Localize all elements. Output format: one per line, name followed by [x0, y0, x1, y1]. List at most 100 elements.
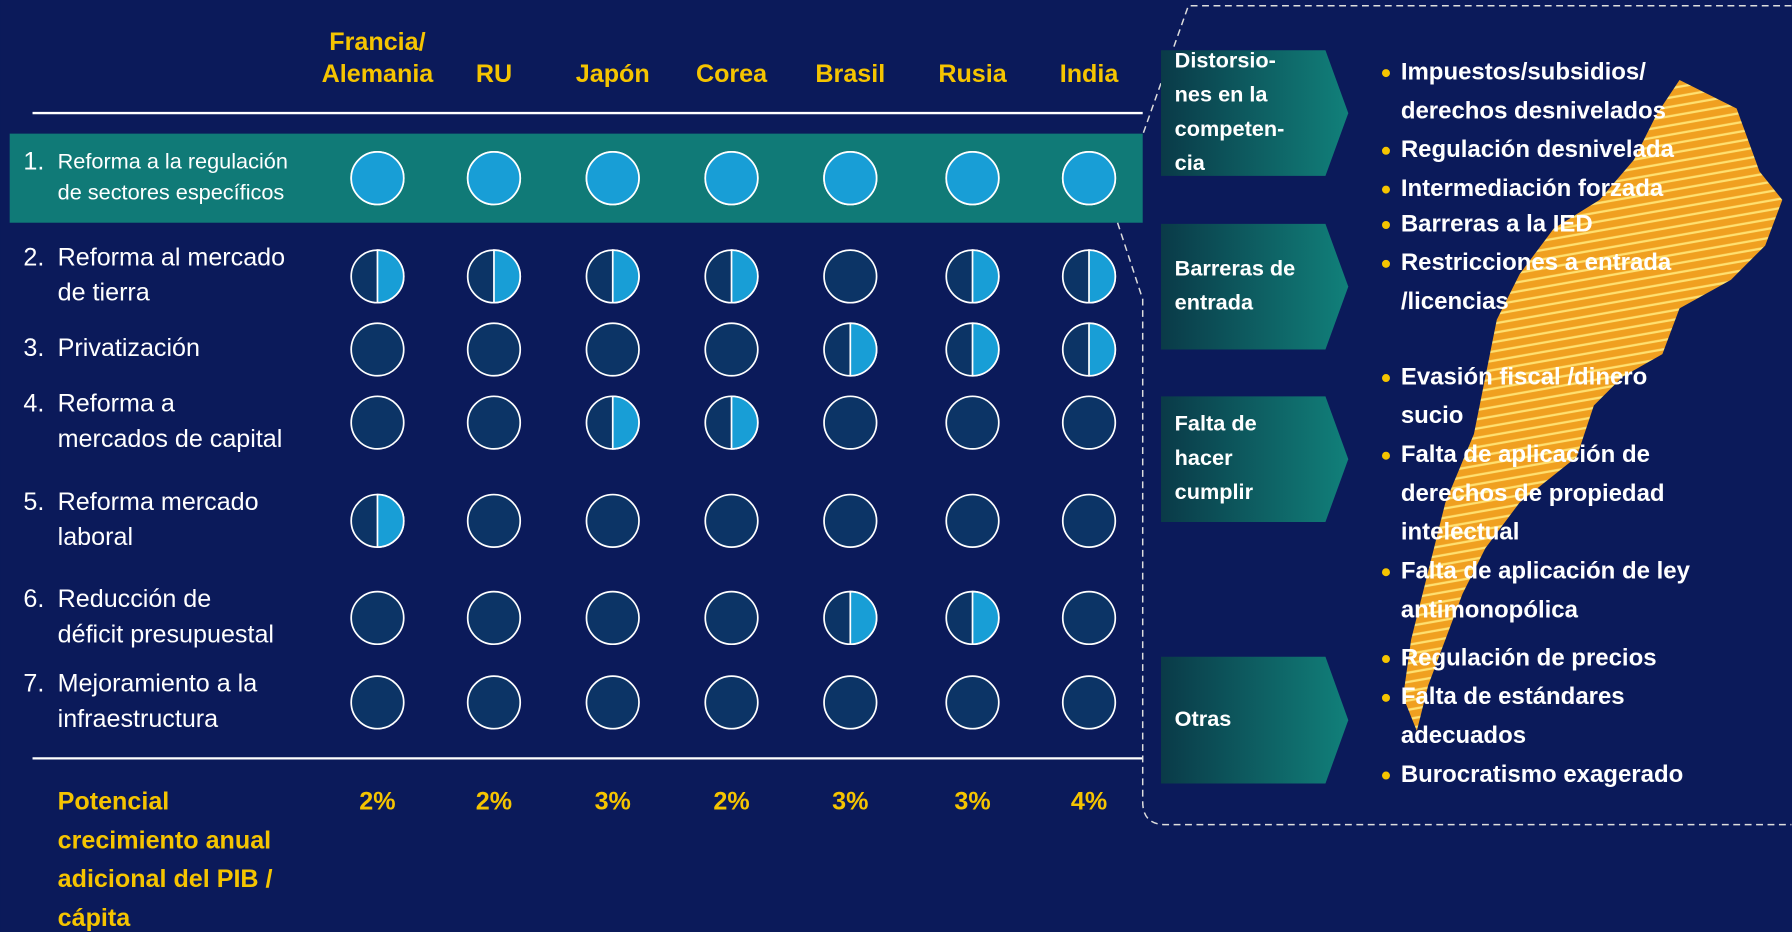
callout-border [1116, 4, 1792, 826]
growth-value: 2% [713, 788, 749, 816]
row-label: Reforma a [58, 390, 175, 418]
bullet-text: Falta de estándares [1401, 683, 1625, 710]
group-label: Barreras de [1175, 255, 1296, 280]
harvey-ball [823, 395, 878, 450]
harvey-ball [1061, 395, 1117, 450]
harvey-fill [376, 493, 405, 548]
harvey-fill [849, 322, 878, 377]
harvey-fill [823, 151, 878, 206]
harvey-fill [704, 151, 759, 206]
row-number: 7. [23, 669, 44, 697]
harvey-ball [466, 322, 522, 377]
row-number: 3. [23, 334, 44, 362]
bullet-text: Falta de aplicación de [1401, 441, 1650, 468]
harvey-ball [704, 493, 759, 548]
column-header: Japón [576, 60, 650, 88]
bullet-text: derechos de propiedad [1401, 480, 1665, 507]
harvey-ball [1061, 675, 1117, 730]
row-number: 4. [23, 390, 44, 418]
harvey-fill [376, 249, 405, 304]
harvey-ball [1061, 590, 1117, 646]
group-label: competen- [1175, 116, 1285, 141]
row-number: 5. [23, 488, 44, 516]
harvey-ball [704, 590, 759, 646]
bullet-dot [1381, 221, 1390, 230]
bullet-text: sucio [1401, 402, 1464, 429]
growth-value: 4% [1071, 788, 1107, 816]
row-label: de tierra [58, 279, 150, 307]
chevron [1160, 396, 1349, 522]
growth-value: 3% [832, 788, 868, 816]
bullet-dot [1381, 146, 1390, 155]
group-label: Falta de [1175, 411, 1257, 436]
harvey-ball [945, 675, 1000, 730]
bullet-text: antimonopólica [1401, 596, 1579, 623]
harvey-ball [823, 493, 878, 548]
harvey-ball [466, 675, 522, 730]
bullet-text: derechos desnivelados [1401, 97, 1666, 124]
harvey-fill [730, 395, 759, 450]
row-number: 6. [23, 585, 44, 613]
row-number: 1. [23, 147, 44, 175]
footer-label: crecimiento anual [58, 826, 272, 854]
column-header: RU [476, 60, 512, 88]
column-header: Brasil [815, 60, 885, 88]
row-label: Reducción de [58, 585, 212, 613]
group-label: cia [1175, 150, 1206, 175]
bullet-dot [1381, 451, 1390, 460]
row-label: Reforma mercado [58, 488, 259, 516]
chevron [1160, 223, 1349, 350]
harvey-fill [945, 151, 1000, 206]
row-label: Reforma a la regulación [58, 148, 288, 173]
growth-value: 3% [595, 788, 631, 816]
growth-value: 3% [954, 788, 990, 816]
row-label: Privatización [58, 334, 200, 362]
harvey-ball [823, 675, 878, 730]
bullet-dot [1381, 69, 1390, 78]
harvey-fill [730, 249, 759, 304]
column-header: Corea [696, 60, 768, 88]
group-label: nes en la [1175, 82, 1269, 107]
bullet-dot [1381, 771, 1390, 780]
row-label: déficit presupuestal [58, 620, 274, 648]
bullet-text: adecuados [1401, 722, 1526, 749]
bullet-text: Barreras a la IED [1401, 210, 1593, 237]
row-label: Reforma al mercado [58, 243, 285, 271]
bullet-dot [1381, 185, 1390, 194]
group-label: cumplir [1175, 479, 1254, 504]
harvey-ball [704, 675, 759, 730]
bullet-text: Falta de aplicación de ley [1401, 558, 1691, 585]
row-label: mercados de capital [58, 425, 283, 453]
harvey-ball [350, 590, 405, 646]
harvey-ball [350, 322, 405, 377]
harvey-ball [350, 395, 405, 450]
harvey-fill [350, 151, 405, 206]
harvey-ball [823, 249, 878, 304]
column-header: Rusia [938, 60, 1007, 88]
footer-label: cápita [58, 904, 132, 932]
harvey-fill [971, 322, 1000, 377]
harvey-fill [1061, 151, 1117, 206]
map-shape [1403, 79, 1783, 731]
harvey-fill [849, 590, 878, 646]
bullet-dot [1381, 693, 1390, 702]
bullet-text: Burocratismo exagerado [1401, 761, 1683, 788]
bullet-text: Restricciones a entrada [1401, 249, 1672, 276]
bullet-text: Regulación desnivelada [1401, 136, 1675, 163]
footer-label: adicional del PIB / [58, 865, 273, 893]
harvey-fill [1088, 249, 1117, 304]
column-header: Francia/ [329, 28, 425, 56]
bullet-dot [1381, 655, 1390, 664]
harvey-ball [585, 675, 640, 730]
bullet-dot [1381, 374, 1390, 383]
harvey-ball [585, 493, 640, 548]
row-label: laboral [58, 523, 133, 551]
growth-value: 2% [476, 788, 512, 816]
harvey-ball [466, 590, 522, 646]
harvey-fill [611, 249, 640, 304]
harvey-ball [585, 322, 640, 377]
column-header: Alemania [322, 60, 435, 88]
bullet-text: intelectual [1401, 519, 1520, 546]
bullet-text: Impuestos/subsidios/ [1401, 58, 1646, 85]
column-header: India [1060, 60, 1120, 88]
